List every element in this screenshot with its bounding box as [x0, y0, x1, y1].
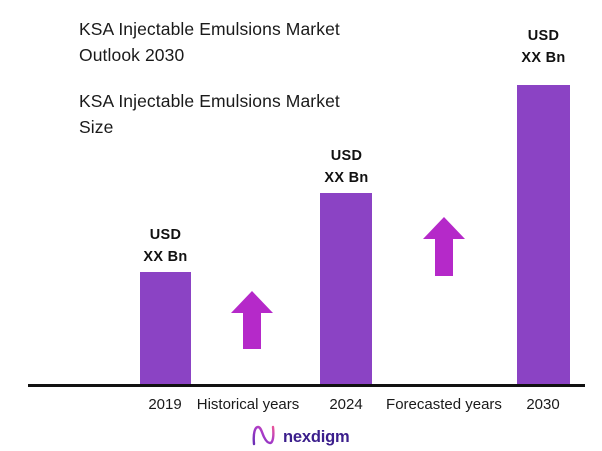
- axis-label-historical-years: Historical years: [196, 396, 300, 413]
- bar-value-label-2030-line-1: USD: [527, 28, 560, 44]
- bar-value-label-2019: USD XX Bn: [115, 224, 216, 268]
- bar-value-label-2024: USD XX Bn: [296, 145, 397, 189]
- chart-subtitle-line-2: Size: [79, 117, 114, 137]
- page-title-line-2: Outlook 2030: [79, 45, 185, 65]
- page-title: KSA Injectable Emulsions Market Outlook …: [79, 16, 419, 68]
- brand-logo-wordmark: nexdigm: [283, 428, 350, 447]
- brand-logo: nexdigm: [251, 424, 350, 451]
- bar-value-label-2024-line-2: XX Bn: [324, 170, 369, 186]
- growth-arrow-forecast-icon: [423, 217, 465, 276]
- bar-value-label-2030-line-2: XX Bn: [521, 50, 566, 66]
- axis-label-forecasted-years: Forecasted years: [386, 396, 502, 413]
- bar-value-label-2030: USD XX Bn: [493, 25, 594, 69]
- x-axis-line: [28, 384, 585, 387]
- bar-2030: [517, 85, 570, 385]
- axis-label-2030: 2030: [526, 396, 560, 413]
- axis-label-2019: 2019: [148, 396, 182, 413]
- bar-value-label-2019-line-1: USD: [149, 227, 182, 243]
- growth-arrow-historical-icon: [231, 291, 273, 349]
- bar-2024: [320, 193, 372, 385]
- bar-value-label-2024-line-1: USD: [330, 148, 363, 164]
- bar-value-label-2019-line-2: XX Bn: [143, 249, 188, 265]
- axis-label-2024: 2024: [329, 396, 363, 413]
- chart-subtitle: KSA Injectable Emulsions Market Size: [79, 88, 419, 140]
- nexdigm-n-mark-icon: [251, 424, 277, 451]
- bar-2019: [140, 272, 191, 385]
- chart-subtitle-line-1: KSA Injectable Emulsions Market: [79, 91, 340, 111]
- page-title-line-1: KSA Injectable Emulsions Market: [79, 19, 340, 39]
